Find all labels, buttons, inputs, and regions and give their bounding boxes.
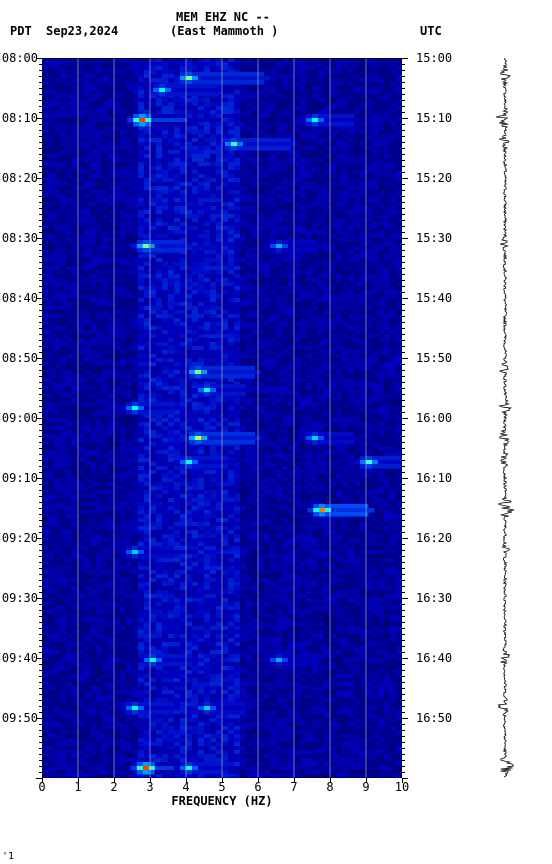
y-right-tick-label: 16:10 <box>416 471 452 485</box>
y-right-tick-label: 15:50 <box>416 351 452 365</box>
y-left-tick-label: 09:50 <box>2 711 38 725</box>
date-label: Sep23,2024 <box>46 24 118 38</box>
x-tick-label: 8 <box>326 780 333 794</box>
spectrogram-plot <box>42 58 402 778</box>
station-line2: (East Mammoth ) <box>170 24 278 38</box>
waveform-svg <box>480 58 530 778</box>
y-left-tick-label: 09:10 <box>2 471 38 485</box>
y-left-tick-label: 08:30 <box>2 231 38 245</box>
x-tick-label: 0 <box>38 780 45 794</box>
footer-mark: '1 <box>2 851 14 862</box>
y-right-tick-label: 15:10 <box>416 111 452 125</box>
y-left-tick-label: 08:40 <box>2 291 38 305</box>
x-tick-label: 1 <box>74 780 81 794</box>
y-right-tick-label: 15:00 <box>416 51 452 65</box>
x-tick-label: 5 <box>218 780 225 794</box>
y-left-tick-label: 09:40 <box>2 651 38 665</box>
x-tick-label: 2 <box>110 780 117 794</box>
y-left-tick-label: 08:00 <box>2 51 38 65</box>
tz-right-label: UTC <box>420 24 442 38</box>
x-tick-label: 6 <box>254 780 261 794</box>
y-right-tick-label: 16:50 <box>416 711 452 725</box>
x-tick-label: 7 <box>290 780 297 794</box>
y-right-tick-label: 15:30 <box>416 231 452 245</box>
x-tick-label: 10 <box>395 780 409 794</box>
y-left-tick-label: 08:20 <box>2 171 38 185</box>
x-tick-label: 9 <box>362 780 369 794</box>
y-left-tick-label: 09:20 <box>2 531 38 545</box>
y-right-tick-label: 15:40 <box>416 291 452 305</box>
y-axis-left: 08:0008:1008:2008:3008:4008:5009:0009:10… <box>0 58 40 778</box>
x-tick-label: 4 <box>182 780 189 794</box>
y-right-tick-label: 16:30 <box>416 591 452 605</box>
y-left-tick-label: 08:10 <box>2 111 38 125</box>
station-line1: MEM EHZ NC -- <box>176 10 270 24</box>
y-left-tick-label: 09:30 <box>2 591 38 605</box>
waveform-plot <box>480 58 530 778</box>
y-right-tick-label: 15:20 <box>416 171 452 185</box>
y-left-tick-label: 09:00 <box>2 411 38 425</box>
y-left-tick-label: 08:50 <box>2 351 38 365</box>
x-tick-label: 3 <box>146 780 153 794</box>
spectrogram-svg <box>42 58 402 778</box>
y-axis-right: 15:0015:1015:2015:3015:4015:5016:0016:10… <box>414 58 454 778</box>
x-axis-title: FREQUENCY (HZ) <box>42 794 402 808</box>
y-right-tick-label: 16:20 <box>416 531 452 545</box>
tz-left-label: PDT <box>10 24 32 38</box>
y-right-tick-label: 16:00 <box>416 411 452 425</box>
y-right-tick-label: 16:40 <box>416 651 452 665</box>
